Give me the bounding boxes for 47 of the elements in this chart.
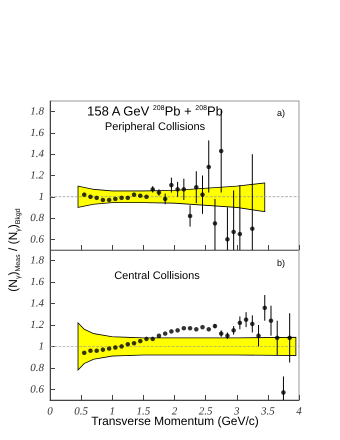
annotation: Peripheral Collisions: [104, 121, 206, 133]
point: [238, 232, 242, 236]
point: [281, 390, 286, 395]
point: [244, 317, 248, 322]
y-tick-label: 0.6: [30, 233, 44, 246]
point: [194, 184, 199, 190]
y-tick-label: 0.8: [30, 212, 44, 224]
point: [175, 187, 180, 192]
annotation: b): [276, 258, 286, 268]
y-tick-label: 1.6: [30, 276, 44, 288]
x-tick-label: 0.5: [74, 406, 88, 418]
point: [262, 306, 268, 310]
chart-title: 158 A GeV $^{208}$Pb + $^{208}$Pb: [87, 104, 223, 118]
y-tick-label: 1.4: [30, 148, 44, 160]
x-tick-label: 4: [296, 406, 302, 418]
annotation: Central Collisions: [114, 270, 200, 282]
point: [169, 182, 174, 188]
point: [274, 336, 280, 340]
y-tick-label: 1: [38, 190, 44, 203]
point: [231, 328, 236, 333]
point: [250, 322, 255, 326]
y-tick-label: 0.6: [30, 383, 44, 396]
point: [200, 192, 205, 197]
y-tick-label: 1.8: [30, 254, 44, 267]
y-tick-label: 1.8: [30, 106, 44, 118]
y-tick-label: 0.8: [30, 362, 44, 374]
x-tick-label: 3.5: [260, 406, 276, 418]
point: [268, 318, 274, 323]
x-tick-label: 0: [47, 406, 54, 418]
point: [182, 187, 186, 192]
point: [238, 320, 242, 326]
point: [231, 230, 236, 234]
y-tick-label: 1.4: [30, 298, 44, 310]
y-tick-label: 1.6: [30, 126, 44, 139]
point: [162, 196, 168, 202]
point: [188, 214, 192, 218]
y-tick-label: 1.2: [30, 319, 44, 331]
point: [250, 226, 255, 231]
point: [287, 336, 292, 340]
y-tick-label: 1.2: [30, 170, 44, 182]
point: [218, 148, 224, 154]
point: [206, 164, 211, 170]
y-tick-label: 1: [38, 340, 44, 352]
annotation: a): [276, 108, 286, 118]
point: [256, 333, 261, 338]
point: [212, 221, 218, 226]
point: [225, 237, 230, 242]
